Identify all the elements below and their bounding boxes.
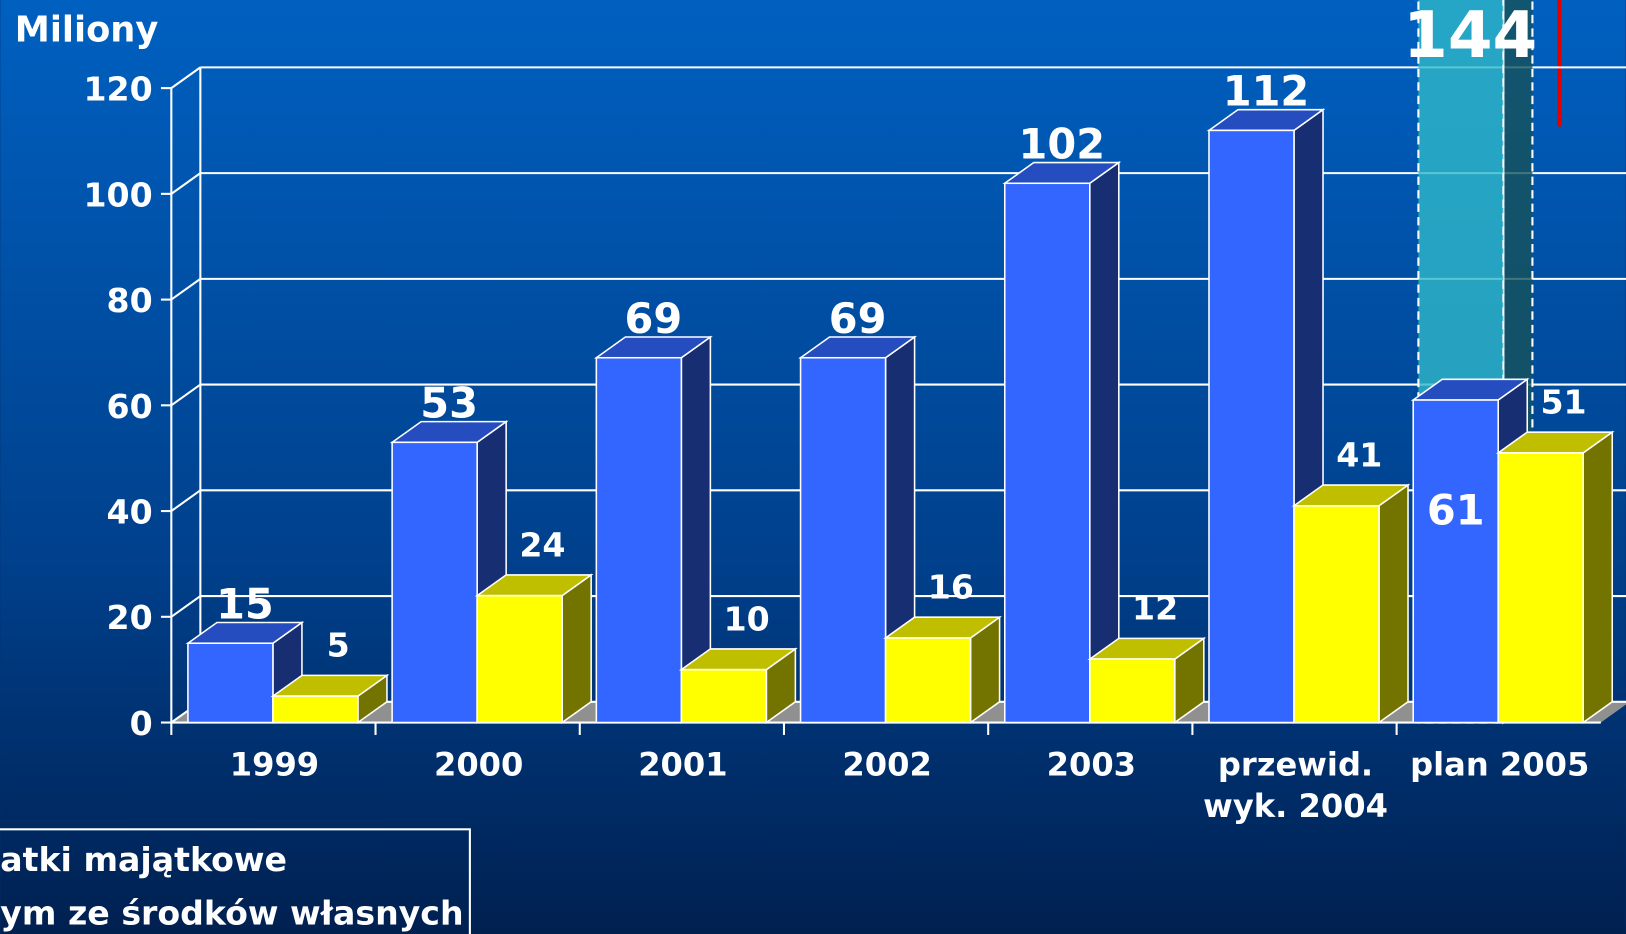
bar-front [1412, 399, 1499, 724]
x-tick-label: 1999 [230, 745, 319, 783]
bar-front [799, 356, 887, 724]
x-tick-label: 2002 [842, 745, 931, 783]
bar-front [1089, 658, 1176, 724]
y-tick-label: 0 [130, 704, 153, 743]
bar-front [680, 668, 768, 724]
grid-line [170, 278, 201, 301]
plot: 0 20 40 60 80 100 120 1999 15 5 2000 53 24 2001 69 10 20… [83, 0, 1626, 825]
y-tick-label: 100 [83, 175, 152, 214]
bar-side [1089, 161, 1120, 725]
value-label: 24 [519, 525, 565, 564]
bar-side [1582, 430, 1614, 725]
value-label: 10 [724, 599, 770, 638]
bar [883, 615, 1003, 725]
value-label: 144 [1403, 0, 1537, 73]
x-tick-line: przewid. [1218, 745, 1373, 783]
value-label: 69 [829, 295, 887, 343]
bar-front [1497, 452, 1584, 724]
bar-front [391, 441, 478, 724]
bar [474, 573, 594, 725]
value-label: 102 [1019, 120, 1106, 168]
bar-front [884, 637, 972, 724]
value-label: 53 [420, 379, 478, 427]
y-tick-label: 20 [107, 598, 153, 637]
value-label: 51 [1540, 383, 1586, 422]
bar [270, 673, 390, 725]
bar [1002, 161, 1122, 725]
bar-front [187, 642, 274, 724]
value-label: 16 [928, 568, 974, 607]
value-label: 12 [1132, 589, 1178, 628]
grid-line [170, 66, 201, 89]
x-tick-label: przewid. wyk. 2004 [1203, 745, 1388, 824]
legend-box [0, 828, 471, 934]
grid-line [170, 595, 201, 618]
x-tick-label: 2001 [638, 745, 727, 783]
x-tick-label: plan 2005 [1410, 745, 1589, 783]
bar [1087, 636, 1207, 725]
legend-label: ym ze środków własnych [0, 894, 463, 933]
grid-line [170, 489, 201, 512]
y-tick-label: 120 [83, 70, 152, 109]
bar-side [561, 573, 592, 725]
value-label: 61 [1427, 486, 1485, 534]
y-tick-label: 60 [107, 387, 153, 426]
bar [593, 335, 713, 725]
value-label: 112 [1223, 68, 1310, 116]
legend-label: atki majątkowe [0, 840, 287, 879]
bar-front [476, 594, 563, 724]
bar [1291, 483, 1411, 725]
bar-front [272, 695, 359, 724]
bar [678, 647, 798, 725]
legend: atki majątkowe ym ze środków własnych [0, 840, 463, 933]
value-label: 5 [327, 626, 350, 665]
y-axis-label: Miliony [15, 9, 159, 50]
x-tick-line: wyk. 2004 [1203, 787, 1388, 825]
value-label: 41 [1336, 435, 1382, 474]
bar-front [1003, 182, 1091, 724]
value-label: 69 [625, 295, 683, 343]
bar [1495, 430, 1615, 725]
bar-front [1208, 129, 1295, 724]
x-tick-label: 2000 [434, 745, 523, 783]
bar-side [1378, 483, 1409, 725]
bar-front [595, 356, 683, 724]
grid-line [170, 172, 201, 195]
y-tick-label: 80 [107, 281, 153, 320]
bar [185, 620, 305, 725]
grid-line [170, 383, 201, 407]
value-label: 15 [216, 580, 274, 628]
bar-front [1293, 504, 1380, 724]
y-tick-label: 40 [107, 492, 153, 531]
x-tick-label: 2003 [1047, 745, 1136, 783]
